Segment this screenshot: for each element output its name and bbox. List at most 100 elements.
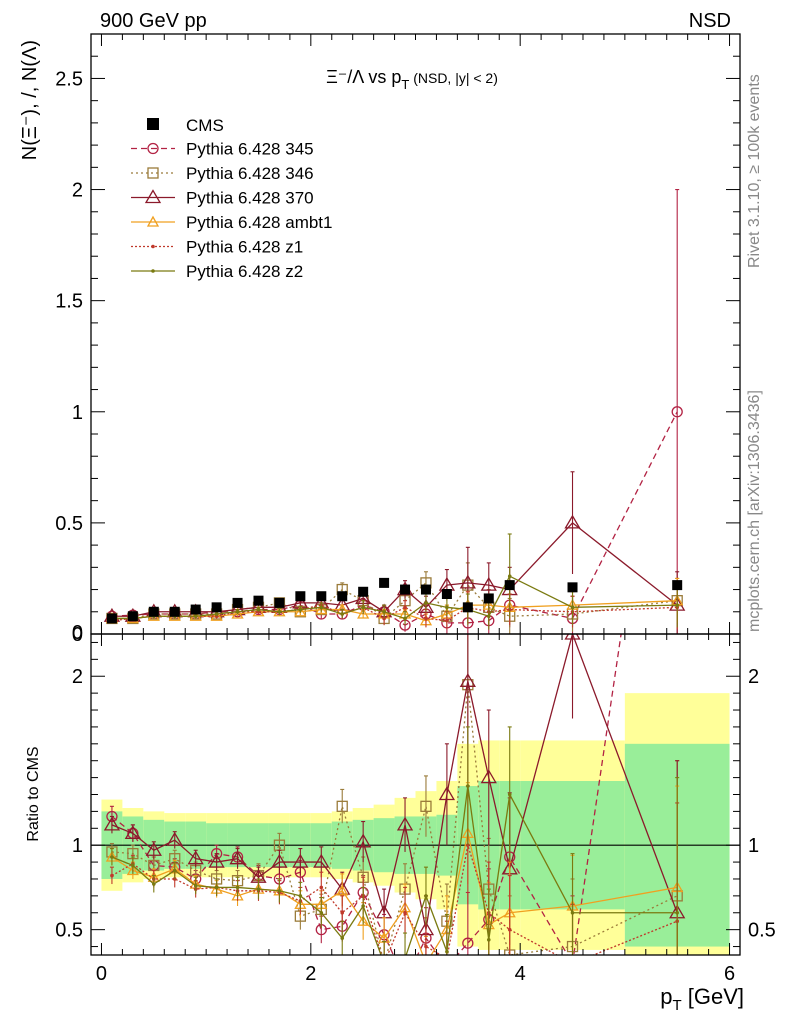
main-point <box>459 574 476 589</box>
ratio-point <box>424 894 428 898</box>
legend-label-cms: CMS <box>186 116 224 135</box>
ratio-point <box>292 853 309 868</box>
main-point <box>319 605 324 610</box>
legend: CMS Pythia 6.428 345 Pythia 6.428 346 Pythi… <box>131 116 332 281</box>
ratio-point <box>340 910 345 915</box>
main-point <box>564 514 581 529</box>
main-point <box>294 605 307 617</box>
y-tick-label-right: 2 <box>748 666 759 688</box>
ratio-point <box>462 937 474 949</box>
ratio-plot <box>91 634 740 972</box>
main-point <box>235 609 240 614</box>
ratio-point <box>145 841 162 856</box>
ratio-point <box>396 816 414 831</box>
ratio-point <box>187 850 204 865</box>
ratio-point <box>124 825 142 840</box>
y-tick-label-right: 0.5 <box>748 920 776 942</box>
legend-label: Pythia 6.428 z2 <box>186 262 303 281</box>
ratio-point <box>361 904 365 908</box>
y-axis-label-ratio: Ratio to CMS <box>25 746 42 841</box>
cms-data-point <box>379 577 390 588</box>
legend-marker <box>147 142 159 155</box>
cms-data-point <box>400 584 411 595</box>
y-tick-label-right: 1 <box>748 835 759 857</box>
main-point <box>315 603 328 615</box>
y-tick-label: 1.5 <box>55 291 83 313</box>
ratio-point <box>355 833 372 848</box>
main-point <box>214 612 219 616</box>
ratio-point <box>235 885 240 890</box>
x-tick-label: 6 <box>724 963 735 985</box>
ratio-point <box>466 784 470 788</box>
legend-marker-cms <box>147 118 159 130</box>
ratio-point <box>459 673 476 687</box>
ratio-point <box>445 957 449 961</box>
x-tick-label: 4 <box>515 963 526 985</box>
chart-title: Ξ⁻/Λ vs pT (NSD, |y| < 2) <box>326 67 498 92</box>
main-point <box>361 605 365 610</box>
main-point <box>480 576 497 591</box>
cms-data-point <box>274 597 285 608</box>
ratio-point <box>403 910 407 915</box>
cms-data-point <box>211 602 222 613</box>
ratio-point <box>424 944 428 949</box>
main-point <box>340 612 345 616</box>
main-point <box>256 607 261 612</box>
x-axis-label: pT [GeV] <box>660 984 744 1014</box>
ratio-point <box>403 957 407 961</box>
ratio-point <box>110 855 114 859</box>
main-point <box>403 605 407 610</box>
main-series-line <box>111 575 678 620</box>
ratio-point <box>208 853 225 868</box>
ratio-point <box>131 863 135 868</box>
cms-data-point <box>462 602 473 613</box>
ratio-series-line <box>111 684 678 955</box>
cms-data-point <box>483 593 494 604</box>
main-point <box>403 616 407 621</box>
ratio-point <box>420 800 432 812</box>
ratio-point <box>357 914 370 926</box>
cms-data-point <box>106 613 117 624</box>
ratio-point <box>571 962 575 966</box>
y-tick-label: 1 <box>72 402 83 424</box>
legend-marker <box>144 189 162 204</box>
ratio-series-line <box>111 634 622 955</box>
axes: 0 2 4 600.511.522.50.5 0.51 12 20 <box>55 33 776 985</box>
main-point <box>671 406 683 418</box>
main-point <box>231 607 244 619</box>
ratio-point <box>570 910 575 915</box>
ratio-point <box>214 885 219 890</box>
cms-data-point <box>253 595 264 606</box>
ratio-point <box>319 885 324 890</box>
legend-marker <box>146 215 160 227</box>
main-point <box>445 605 449 610</box>
ratio-point <box>229 850 246 865</box>
y-tick-label: 1 <box>72 835 83 857</box>
ratio-point <box>382 962 386 966</box>
main-point <box>193 614 198 619</box>
main-series-line <box>111 522 678 617</box>
legend-label: Pythia 6.428 346 <box>186 164 314 183</box>
header-left: 900 GeV pp <box>100 10 207 32</box>
ratio-point <box>442 962 452 972</box>
ratio-point <box>152 882 156 886</box>
legend-label: Pythia 6.428 z1 <box>186 238 303 257</box>
legend-marker <box>151 244 155 249</box>
main-series-line <box>111 411 678 626</box>
cms-data-point <box>190 604 201 615</box>
ratio-point <box>298 894 303 898</box>
cms-data-point <box>420 584 431 595</box>
main-point <box>486 614 491 619</box>
cms-data-point <box>295 591 306 602</box>
main-point <box>570 605 575 610</box>
ratio-point <box>313 853 330 868</box>
ratio-point <box>110 873 114 878</box>
main-point <box>445 618 449 623</box>
ratio-point <box>564 634 581 640</box>
main-point <box>210 609 223 621</box>
y-tick-label: 2.5 <box>55 68 83 90</box>
y-tick-label: 2 <box>72 666 83 688</box>
ratio-point <box>379 958 389 968</box>
main-plot <box>103 189 686 634</box>
